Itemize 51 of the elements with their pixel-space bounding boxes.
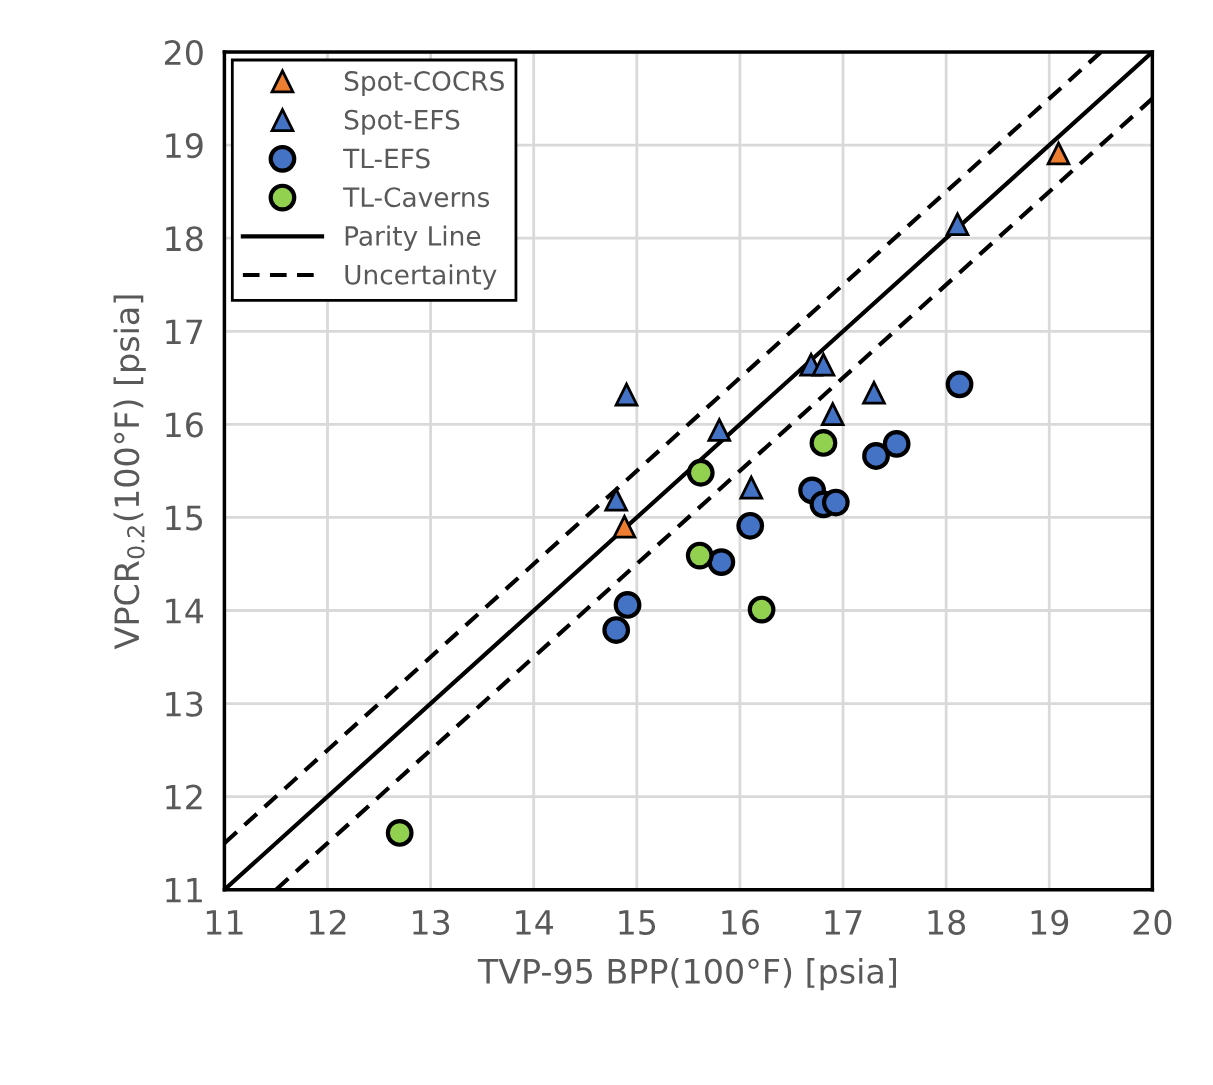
- y-tick-label: 17: [166, 319, 203, 344]
- point: [821, 488, 850, 517]
- point: [862, 380, 886, 405]
- x-tick-label: 20: [1133, 909, 1172, 935]
- y-tick-label: 14: [166, 598, 204, 624]
- y-tick-label: 18: [166, 226, 203, 252]
- point: [707, 548, 736, 576]
- legend-label: Parity Line: [345, 225, 481, 252]
- x-tick-label: 14: [516, 910, 554, 935]
- y-tick-label: 11: [166, 878, 202, 903]
- point: [882, 430, 911, 458]
- point: [614, 382, 639, 407]
- point: [686, 458, 715, 487]
- y-tick-label: 13: [166, 691, 203, 717]
- x-tick-label: 18: [928, 909, 966, 935]
- point: [945, 370, 974, 399]
- point: [739, 475, 764, 500]
- y-tick-label: 12: [166, 784, 202, 810]
- x-tick-label: 12: [309, 909, 346, 935]
- point: [736, 511, 765, 540]
- point: [685, 541, 714, 570]
- point: [862, 442, 890, 470]
- legend-label: Spot-EFS: [344, 109, 460, 135]
- x-tick-label: 17: [825, 910, 862, 935]
- point: [602, 616, 631, 644]
- x-tick-label: 15: [619, 910, 656, 935]
- point: [945, 212, 970, 237]
- point: [809, 429, 838, 457]
- legend-label: TL-EFS: [343, 148, 430, 169]
- x-tick-label: 11: [206, 910, 243, 935]
- x-tick-label: 16: [722, 909, 760, 935]
- legend-label: TL-Caverns: [343, 187, 490, 208]
- legend-label: Uncertainty: [345, 264, 497, 290]
- point: [613, 591, 642, 619]
- x-tick-label: 19: [1031, 909, 1069, 935]
- legend-label: Spot-COCRS: [344, 71, 504, 97]
- point: [1046, 141, 1071, 166]
- y-tick-label: 20: [164, 40, 203, 66]
- point: [811, 352, 836, 377]
- y-tick-label: 19: [166, 133, 203, 159]
- point: [385, 819, 414, 847]
- y-axis-title: VPCR$_{0.2}$(100°F) [psia]: [113, 295, 146, 650]
- point: [747, 595, 776, 624]
- x-tick-label: 13: [413, 909, 450, 935]
- point: [707, 418, 732, 442]
- y-tick-label: 16: [166, 412, 203, 438]
- point: [612, 514, 637, 539]
- x-axis-title: TVP-95 BPP(100°F) [psia]: [477, 958, 896, 991]
- point: [604, 487, 629, 512]
- y-tick-label: 15: [166, 505, 203, 531]
- point: [820, 402, 845, 426]
